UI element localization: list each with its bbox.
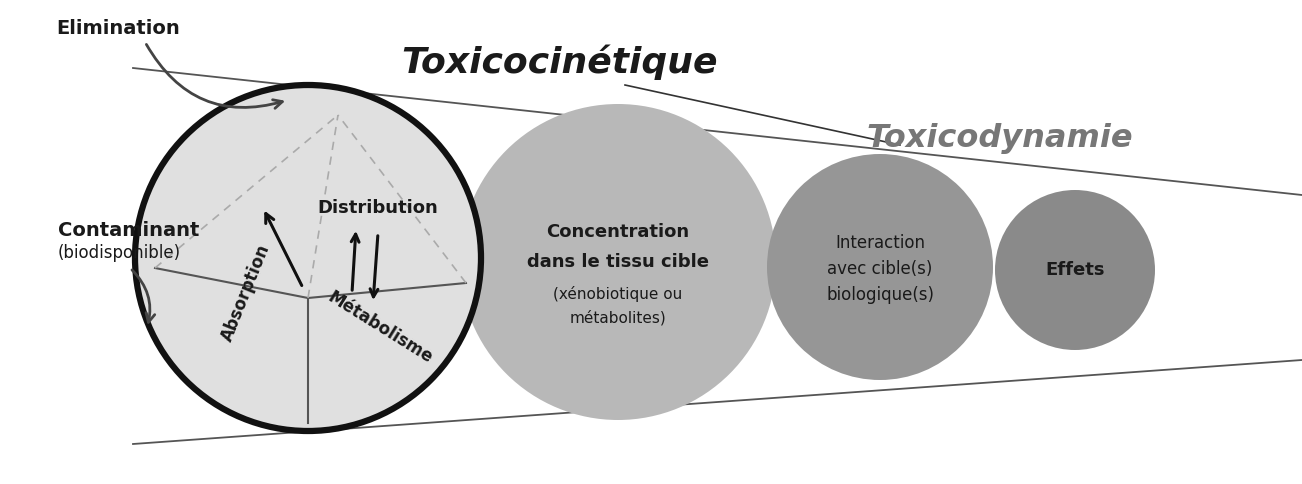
- Circle shape: [995, 190, 1155, 350]
- Circle shape: [767, 154, 993, 380]
- Text: Concentration: Concentration: [547, 223, 690, 241]
- Text: Elimination: Elimination: [56, 18, 180, 37]
- Text: biologique(s): biologique(s): [825, 286, 934, 304]
- Text: (xénobiotique ou: (xénobiotique ou: [553, 286, 682, 302]
- Text: dans le tissu cible: dans le tissu cible: [527, 253, 710, 271]
- Text: Métabolisme: Métabolisme: [324, 288, 436, 367]
- Circle shape: [460, 104, 776, 420]
- Text: Absorption: Absorption: [219, 242, 273, 344]
- Text: Toxicodynamie: Toxicodynamie: [867, 122, 1133, 153]
- Text: Contaminant: Contaminant: [59, 221, 199, 240]
- Circle shape: [135, 85, 480, 431]
- Text: Effets: Effets: [1046, 261, 1105, 279]
- Text: métabolites): métabolites): [570, 310, 667, 326]
- Text: (biodisponible): (biodisponible): [59, 244, 181, 262]
- Text: Distribution: Distribution: [318, 199, 439, 217]
- Text: Interaction: Interaction: [835, 234, 924, 252]
- Text: avec cible(s): avec cible(s): [827, 260, 932, 278]
- Text: Toxicocinétique: Toxicocinétique: [402, 44, 719, 80]
